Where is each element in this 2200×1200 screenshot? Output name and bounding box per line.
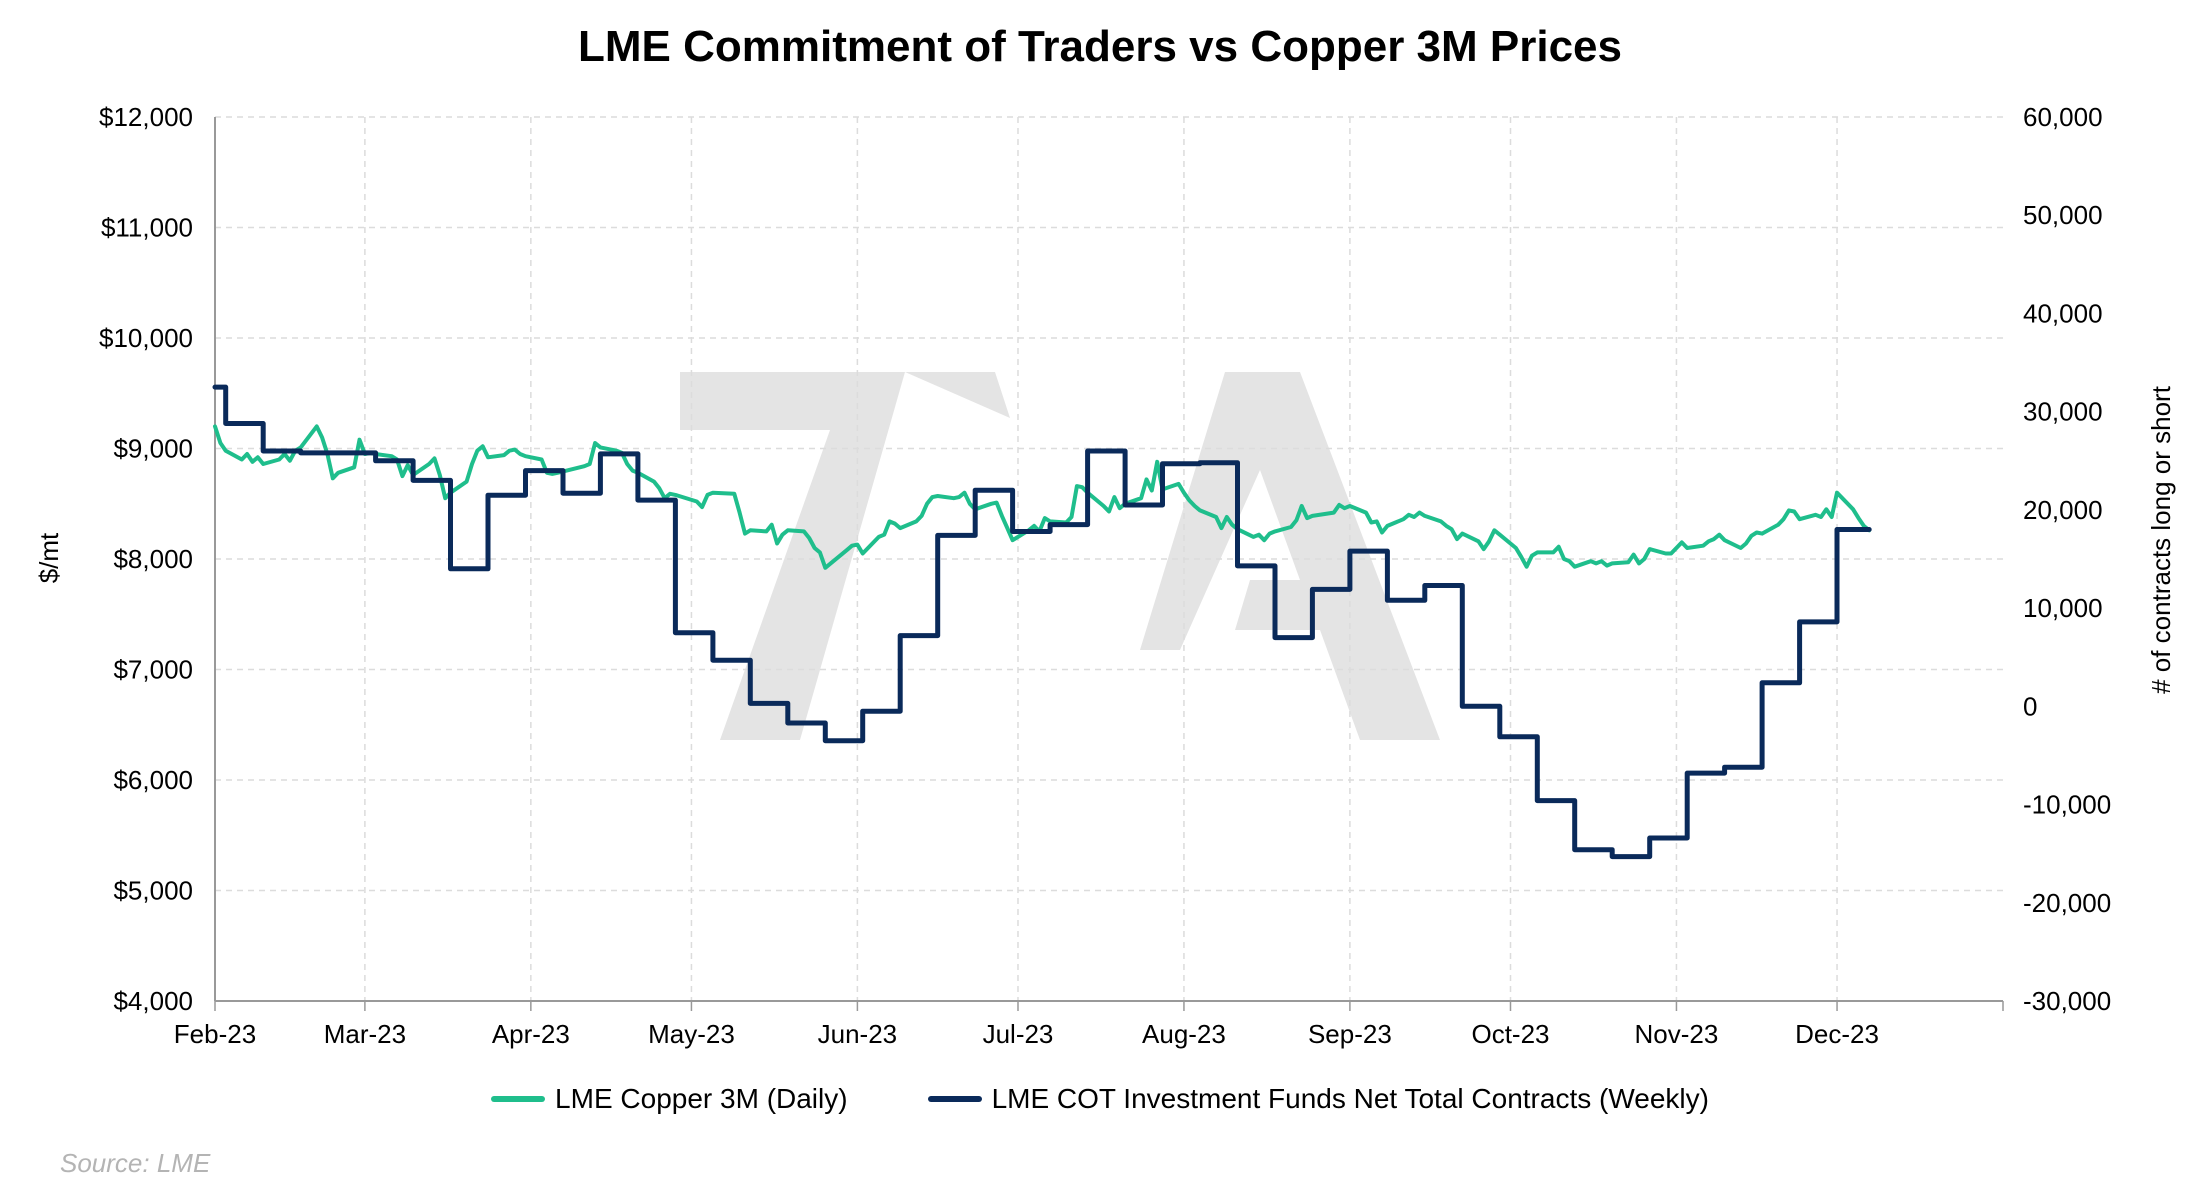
right-tick-label: 50,000 <box>2023 200 2103 230</box>
x-tick-label: Aug-23 <box>1142 1019 1226 1049</box>
left-tick-label: $11,000 <box>101 213 193 243</box>
gridlines <box>215 116 2003 1001</box>
left-tick-label: $9,000 <box>113 434 193 464</box>
right-axis-title: # of contracts long or short <box>2146 385 2176 694</box>
legend-swatch-copper <box>491 1096 546 1102</box>
legend-swatch-cot <box>927 1096 982 1102</box>
right-tick-label: -10,000 <box>2023 790 2111 820</box>
watermark-logo <box>680 372 1440 740</box>
right-tick-label: -20,000 <box>2023 888 2111 918</box>
right-tick-label: 40,000 <box>2023 298 2103 328</box>
chart-title: LME Commitment of Traders vs Copper 3M P… <box>577 22 1623 71</box>
x-tick-label: Oct-23 <box>1471 1019 1549 1049</box>
x-tick-label: Apr-23 <box>492 1019 570 1049</box>
right-tick-label: 60,000 <box>2023 102 2103 132</box>
left-tick-label: $12,000 <box>99 102 193 132</box>
series-line-cot-net-contracts <box>212 384 1872 860</box>
left-tick-label: $8,000 <box>113 544 193 574</box>
x-tick-label: Dec-23 <box>1795 1019 1879 1049</box>
legend-label-cot: LME COT Investment Funds Net Total Contr… <box>991 1083 1709 1114</box>
x-tick-label: Jun-23 <box>818 1019 898 1049</box>
left-tick-label: $4,000 <box>113 986 193 1016</box>
left-tick-label: $5,000 <box>113 876 193 906</box>
tick-labels: $4,000 $5,000 $6,000 $7,000 $8,000 $9,000 $10,… <box>99 102 2111 1049</box>
right-tick-label: 10,000 <box>2023 593 2103 623</box>
source-note: Source: LME <box>60 1148 211 1178</box>
x-tick-label: Jul-23 <box>983 1019 1054 1049</box>
x-tick-label: Sep-23 <box>1308 1019 1392 1049</box>
right-tick-label: 30,000 <box>2023 397 2103 427</box>
right-tick-label: 20,000 <box>2023 495 2103 525</box>
right-tick-label: -30,000 <box>2023 986 2111 1016</box>
axes <box>214 117 2004 1011</box>
legend: LME Copper 3M (Daily) LME COT Investment… <box>0 1083 2200 1115</box>
left-tick-label: $6,000 <box>113 765 193 795</box>
right-tick-label: 0 <box>2023 691 2037 721</box>
legend-item-copper: LME Copper 3M (Daily) <box>491 1083 848 1115</box>
series-lines <box>212 384 1872 860</box>
series-line-copper-3m <box>213 424 1872 570</box>
left-tick-label: $7,000 <box>113 655 193 685</box>
x-tick-label: May-23 <box>648 1019 735 1049</box>
x-tick-label: Mar-23 <box>324 1019 406 1049</box>
left-axis-title: $/mt <box>34 532 64 583</box>
x-tick-label: Feb-23 <box>174 1019 256 1049</box>
legend-item-cot: LME COT Investment Funds Net Total Contr… <box>927 1083 1709 1115</box>
x-tick-label: Nov-23 <box>1635 1019 1719 1049</box>
left-tick-label: $10,000 <box>99 323 193 353</box>
legend-label-copper: LME Copper 3M (Daily) <box>555 1083 848 1114</box>
